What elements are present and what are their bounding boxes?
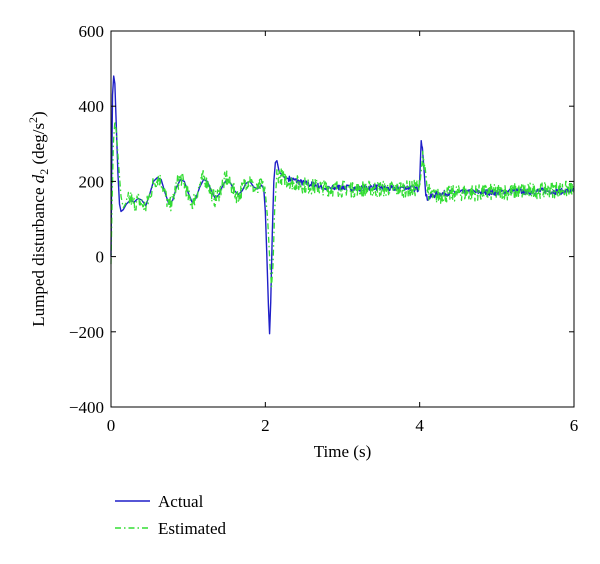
legend: Actual Estimated: [115, 492, 226, 538]
series-line-actual: [110, 75, 575, 335]
y-tick-label: 600: [79, 22, 105, 41]
y-tick-label: −200: [69, 323, 104, 342]
plot-frame: [110, 30, 575, 408]
x-tick-label: 6: [570, 416, 579, 435]
y-tick-label: 200: [79, 172, 105, 191]
y-tick-label: 400: [79, 97, 105, 116]
series-layer: [110, 75, 575, 335]
x-tick-label: 4: [415, 416, 424, 435]
y-axis-label-var: d: [29, 174, 48, 183]
series-line-estimated: [110, 120, 575, 288]
y-axis-label-unit-close: ): [29, 111, 48, 117]
x-tick-label: 2: [261, 416, 270, 435]
ticks-layer: 0 2 4 6 −400 −200 0 200 400 600: [69, 22, 578, 435]
y-axis-label-sup: 2: [26, 117, 40, 123]
y-tick-label: 0: [96, 248, 105, 267]
y-axis-label-sub: 2: [37, 169, 51, 175]
y-axis-label: Lumped disturbance d2 (deg/s2): [26, 111, 51, 326]
legend-label-actual: Actual: [158, 492, 204, 511]
legend-label-estimated: Estimated: [158, 519, 226, 538]
y-axis-label-prefix: Lumped disturbance: [29, 183, 48, 327]
x-tick-label: 0: [107, 416, 116, 435]
y-axis-label-unit-open: (deg/s: [29, 123, 48, 169]
x-axis-label: Time (s): [314, 442, 371, 461]
y-tick-label: −400: [69, 398, 104, 417]
